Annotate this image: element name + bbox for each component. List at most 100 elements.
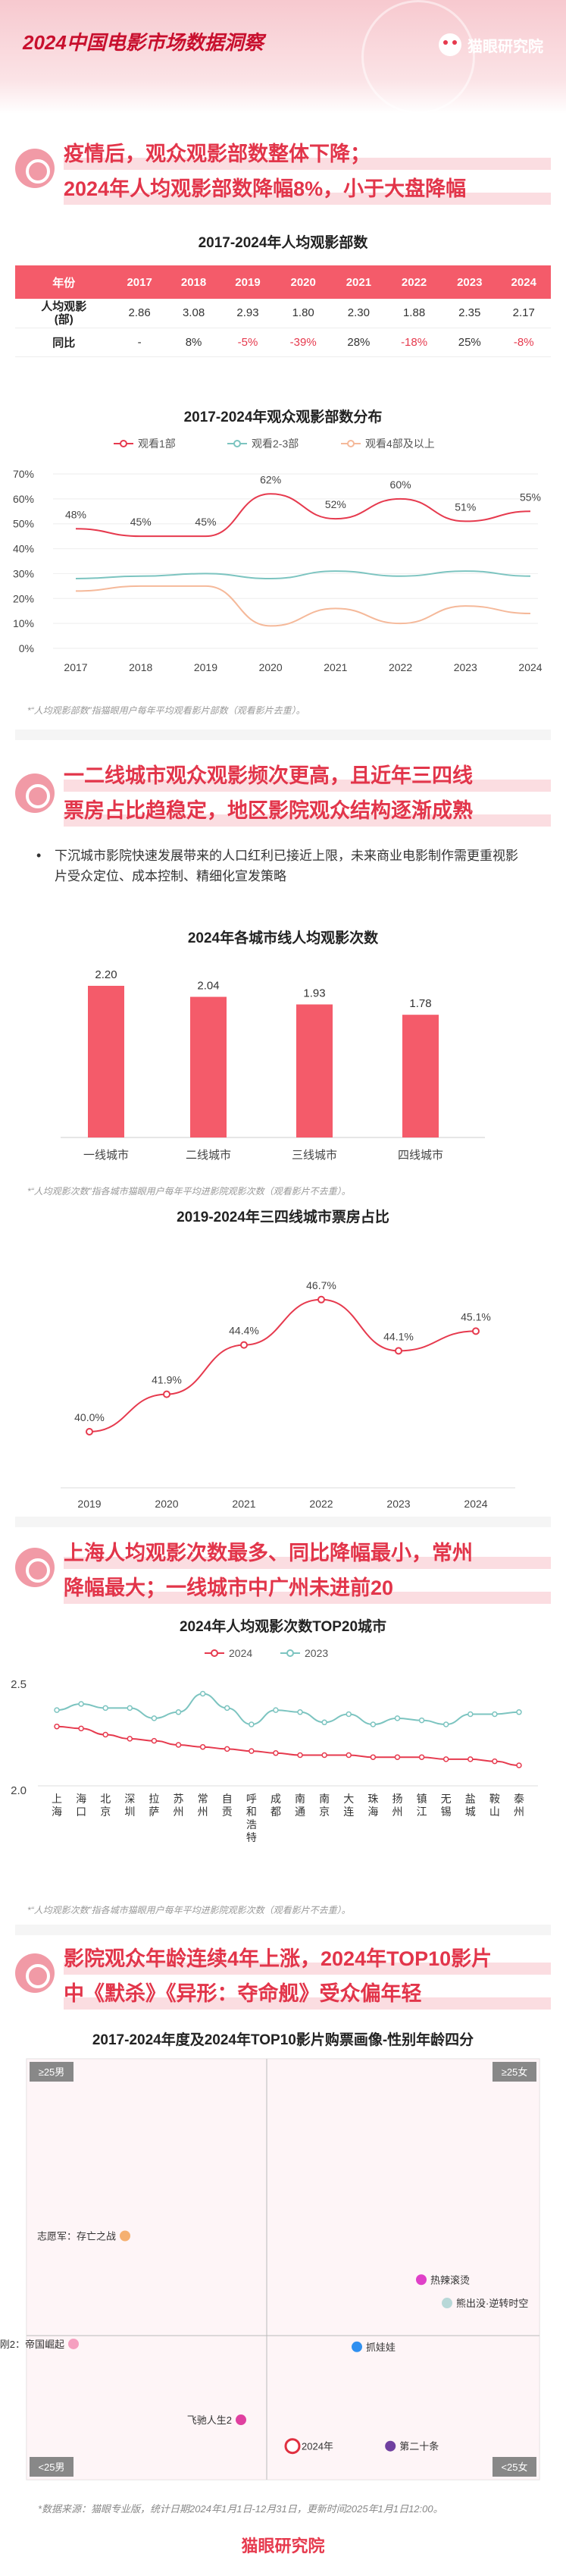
x-tick-label: 州 bbox=[174, 1806, 184, 1818]
y-tick-label: 70% bbox=[13, 468, 34, 480]
chart-title: 2017-2024年观众观影部数分布 bbox=[183, 409, 383, 425]
chart-title: 2024年人均观影次数TOP20城市 bbox=[179, 1619, 387, 1635]
chart-title: 2024年各城市线人均观影次数 bbox=[187, 930, 379, 946]
heading-highlight bbox=[64, 158, 551, 170]
y-tick-label: 20% bbox=[13, 592, 34, 604]
film-point bbox=[236, 2414, 246, 2426]
data-point bbox=[102, 1731, 108, 1738]
table-row: 同比 - 8% -5% -39% 28% -18% 25% -8% bbox=[15, 328, 551, 357]
data-point bbox=[321, 1719, 327, 1726]
table-cell: -8% bbox=[496, 328, 551, 357]
data-point bbox=[472, 1327, 480, 1335]
film-point bbox=[68, 2338, 79, 2349]
x-tick-label: 2022 bbox=[309, 1498, 333, 1510]
data-point bbox=[418, 1717, 425, 1724]
section-heading-line: 影院观众年龄连续4年上涨，2024年TOP10影片 bbox=[64, 1947, 493, 1970]
x-tick-label: 四线城市 bbox=[398, 1149, 443, 1162]
data-point bbox=[394, 1715, 401, 1721]
chart-title: 2017-2024年度及2024年TOP10影片购票画像-性别年龄四分 bbox=[92, 2032, 474, 2048]
chart-footnote: *“人均观影次数”指各城市猫眼用户每年平均进影院观影次数（观看影片不去重）。 bbox=[27, 1186, 351, 1197]
table-cell: 8% bbox=[166, 328, 221, 357]
table-header: 2023 bbox=[442, 265, 497, 299]
table-cell: 2.30 bbox=[331, 299, 386, 328]
series-line bbox=[89, 1298, 477, 1432]
point-label: 热辣滚烫 bbox=[430, 2274, 470, 2286]
data-point bbox=[467, 1756, 474, 1762]
film-reel-icon bbox=[15, 1548, 55, 1587]
heading-highlight bbox=[64, 814, 551, 827]
data-point bbox=[151, 1715, 158, 1721]
x-tick-label: 京 bbox=[319, 1806, 330, 1818]
data-point bbox=[346, 1711, 352, 1718]
data-point bbox=[297, 1752, 303, 1759]
point-label: 第二十条 bbox=[399, 2441, 439, 2452]
x-tick-label: 和 bbox=[246, 1806, 257, 1818]
data-point bbox=[102, 1705, 108, 1712]
table-header: 2020 bbox=[274, 265, 332, 299]
data-point bbox=[492, 1758, 498, 1765]
x-tick-label: 一线城市 bbox=[83, 1149, 129, 1162]
x-tick-label: 上 bbox=[52, 1793, 62, 1805]
x-tick-label: 贡 bbox=[222, 1806, 233, 1818]
cat-eye-logo-icon bbox=[439, 33, 461, 56]
x-tick-label: 自 bbox=[222, 1793, 233, 1805]
table-cell: 人均观影 (部) bbox=[15, 299, 113, 328]
data-point bbox=[151, 1737, 158, 1744]
data-point bbox=[86, 1428, 93, 1435]
legend-label: 2024 bbox=[229, 1647, 252, 1659]
data-point bbox=[418, 1754, 425, 1760]
data-label: 55% bbox=[520, 491, 541, 503]
x-tick-label: 2020 bbox=[155, 1498, 178, 1510]
x-tick-label: 连 bbox=[343, 1806, 354, 1818]
data-point bbox=[297, 1709, 303, 1715]
x-tick-label: 2024 bbox=[464, 1498, 487, 1510]
data-table: 年份 2017 2018 2019 2020 2021 2022 2023 20… bbox=[15, 265, 551, 357]
legend-marker bbox=[347, 440, 355, 447]
quadrant-corner-badge bbox=[493, 2457, 536, 2477]
heading-highlight bbox=[64, 1963, 551, 1975]
x-tick-label: 城 bbox=[465, 1806, 476, 1818]
quadrant-corner-label: <25女 bbox=[501, 2461, 527, 2473]
point-label: 抓娃娃 bbox=[366, 2342, 396, 2353]
data-point bbox=[395, 1347, 402, 1355]
data-label: 46.7% bbox=[306, 1279, 336, 1291]
section-heading-line: 中《默杀》《异形：夺命舰》受众偏年轻 bbox=[64, 1982, 422, 2005]
data-point bbox=[467, 1711, 474, 1718]
data-point bbox=[240, 1341, 248, 1349]
legend-marker bbox=[120, 440, 127, 447]
x-tick-label: 二线城市 bbox=[186, 1149, 231, 1162]
x-tick-label: 呼 bbox=[246, 1793, 257, 1805]
x-tick-label: 2023 bbox=[386, 1498, 410, 1510]
x-tick-label: 2024 bbox=[518, 661, 542, 673]
x-tick-label: 成 bbox=[270, 1793, 281, 1805]
bar bbox=[296, 1004, 333, 1137]
footer-note: *数据来源：猫眼专业版，统计日期2024年1月1日-12月31日，更新时间202… bbox=[38, 2503, 443, 2515]
quadrant-corner-label: ≥25男 bbox=[39, 2066, 65, 2078]
table-title: 2017-2024年人均观影部数 bbox=[198, 235, 368, 251]
data-label: 2.20 bbox=[95, 968, 117, 981]
x-tick-label: 南 bbox=[319, 1793, 330, 1805]
data-point bbox=[317, 1295, 325, 1304]
brand-name: 猫眼研究院 bbox=[467, 38, 543, 55]
section-heading-2: 一二线城市观众观影频次更高，且近年三四线 票房占比趋稳定，地区影院观众结构逐渐成… bbox=[15, 758, 551, 834]
table-cell: 2.35 bbox=[442, 299, 497, 328]
data-point bbox=[224, 1746, 230, 1752]
data-label: 1.93 bbox=[303, 987, 325, 1000]
data-point bbox=[175, 1742, 182, 1748]
data-point bbox=[442, 1721, 449, 1727]
x-tick-label: 口 bbox=[76, 1806, 86, 1818]
section-heading-4: 影院观众年龄连续4年上涨，2024年TOP10影片 中《默杀》《异形：夺命舰》受… bbox=[15, 1941, 551, 2017]
data-point bbox=[442, 1756, 449, 1762]
data-point bbox=[224, 1705, 230, 1712]
data-label: 52% bbox=[325, 498, 346, 510]
bar bbox=[88, 986, 124, 1137]
film-reel-decoration bbox=[361, 0, 475, 114]
data-point bbox=[249, 1721, 255, 1727]
x-tick-label: 常 bbox=[198, 1793, 208, 1805]
y-tick-label: 60% bbox=[13, 493, 34, 505]
film-point bbox=[442, 2298, 452, 2309]
film-point bbox=[416, 2274, 427, 2286]
x-tick-label: 拉 bbox=[149, 1793, 159, 1805]
data-point bbox=[273, 1707, 279, 1713]
